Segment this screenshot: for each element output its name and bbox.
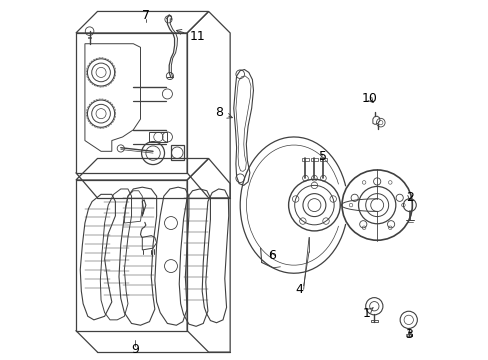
Text: 3: 3	[405, 328, 412, 341]
Text: 6: 6	[268, 249, 276, 262]
Text: 4: 4	[294, 283, 303, 296]
Text: 11: 11	[176, 30, 204, 43]
Text: 9: 9	[131, 343, 139, 356]
Text: 10: 10	[361, 92, 376, 105]
Text: 8: 8	[215, 106, 232, 119]
Text: 1: 1	[362, 307, 372, 320]
Text: 2: 2	[406, 191, 413, 204]
Text: 5: 5	[319, 150, 327, 163]
Text: 7: 7	[142, 9, 150, 22]
